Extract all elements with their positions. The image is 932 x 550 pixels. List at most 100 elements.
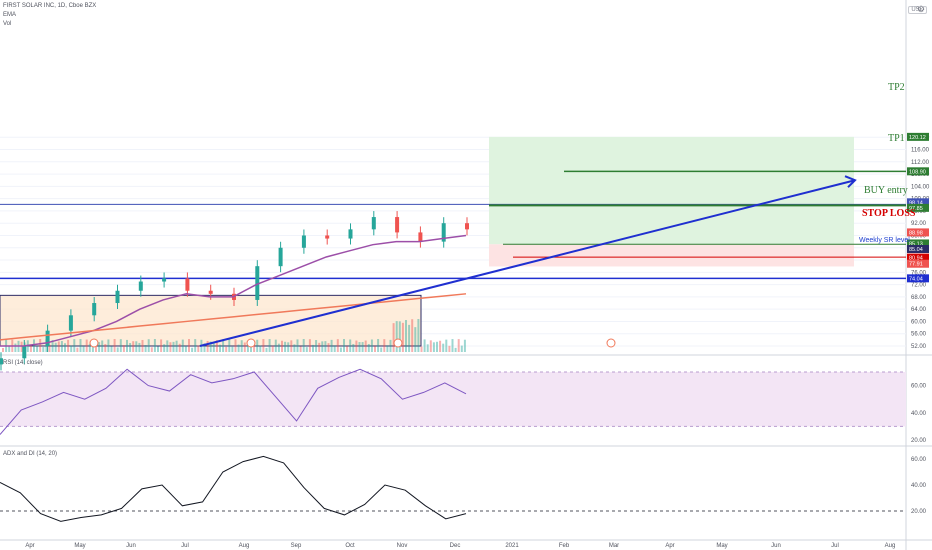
rsi-pane-title: RSI (14, close): [3, 360, 43, 366]
volume-bar: [265, 347, 268, 352]
volume-bar: [454, 347, 457, 352]
volume-bar: [206, 340, 209, 352]
price-tag-label: 120.12: [909, 135, 926, 141]
price-tag-label: 88.98: [909, 230, 923, 236]
volume-bar: [150, 347, 153, 352]
volume-bar: [284, 341, 287, 352]
candle-body: [441, 223, 446, 242]
candle-body: [395, 217, 400, 233]
volume-bar: [457, 339, 460, 352]
volume-bar: [228, 339, 231, 352]
candle-body: [68, 315, 73, 331]
adx-pane-title: ADX and DI (14, 20): [3, 451, 58, 457]
volume-bar: [219, 344, 221, 352]
volume-bar: [383, 339, 386, 352]
volume-bar: [39, 339, 42, 352]
volume-bar: [436, 341, 438, 352]
time-axis-label: Dec: [450, 543, 461, 549]
volume-bar: [231, 346, 234, 352]
volume-bar: [188, 339, 190, 352]
volume-bar: [135, 341, 138, 352]
stop-loss-label: STOP LOSS: [862, 208, 916, 219]
volume-bar: [169, 342, 172, 352]
price-tag-label: 97.85: [909, 206, 923, 212]
volume-indicator-label[interactable]: Vol: [3, 21, 12, 27]
volume-bar: [240, 340, 243, 352]
candle-body: [0, 358, 3, 365]
price-tick-label: 116.00: [911, 148, 930, 154]
volume-bar: [429, 340, 432, 352]
volume-bar: [253, 343, 256, 352]
volume-bar: [361, 342, 364, 352]
candle-body: [185, 278, 190, 291]
volume-bar: [33, 339, 35, 352]
time-axis-label: May: [716, 543, 727, 549]
volume-bar: [339, 347, 342, 352]
rsi-line: [0, 368, 467, 435]
volume-bar: [119, 339, 122, 352]
price-tick-label: 60.00: [911, 319, 927, 325]
volume-bar: [57, 341, 60, 352]
volume-bar: [349, 339, 352, 352]
volume-bar: [157, 346, 159, 352]
price-tick-label: 76.00: [911, 270, 927, 276]
volume-bar: [445, 339, 448, 352]
volume-bar: [330, 339, 333, 352]
time-axis-label: Jul: [181, 543, 189, 549]
candle-body: [371, 217, 376, 230]
price-tag: [907, 259, 929, 268]
volume-bar: [225, 346, 228, 352]
gear-icon: ⚙: [917, 4, 925, 14]
earnings-icon: [246, 338, 256, 348]
target-zone: [489, 136, 854, 245]
volume-bar: [262, 339, 265, 352]
candle-body: [278, 247, 283, 267]
volume-bar: [312, 344, 314, 352]
volume-bar: [132, 341, 135, 352]
price-tick-label: 96.00: [911, 209, 927, 215]
candle-body: [255, 266, 260, 300]
time-axis-label: Apr: [665, 543, 674, 549]
time-axis-label: Sep: [291, 543, 302, 549]
price-tag-label: 74.04: [909, 276, 923, 282]
tp1-label: TP1: [888, 133, 905, 144]
volume-bar: [355, 340, 358, 352]
volume-bar: [203, 343, 206, 352]
tp2-label: TP2: [888, 82, 905, 93]
price-tick-label: 88.00: [911, 233, 927, 239]
candle-body: [138, 281, 143, 291]
price-tag: [907, 228, 929, 237]
volume-bar: [377, 339, 380, 352]
volume-bar: [460, 345, 463, 352]
volume-bar: [212, 342, 215, 352]
buy-entry-label: BUY entry: [864, 185, 908, 196]
currency-badge[interactable]: USD: [908, 6, 927, 14]
volume-bar: [423, 339, 426, 352]
volume-bar: [277, 343, 280, 352]
candle-body: [162, 278, 167, 282]
time-axis-label: Mar: [609, 543, 619, 549]
volume-bar: [194, 339, 197, 352]
volume-bar: [308, 339, 311, 352]
price-tag-label: 85.13: [909, 241, 923, 247]
volume-bar: [439, 340, 442, 352]
volume-bar: [271, 345, 274, 352]
rsi-tick-label: 60.00: [911, 384, 927, 390]
volume-bar: [14, 343, 17, 352]
time-axis-label: Jun: [126, 543, 136, 549]
volume-bar: [191, 347, 194, 352]
volume-bar: [302, 339, 305, 352]
volume-bar: [432, 342, 435, 352]
volume-bar: [144, 345, 147, 352]
volume-bar: [122, 345, 125, 352]
ema-line: [0, 234, 467, 347]
volume-bar: [389, 339, 392, 352]
volume-bar: [333, 345, 336, 352]
volume-bar: [395, 321, 398, 352]
ema-indicator-label[interactable]: EMA: [3, 12, 17, 18]
volume-bar: [296, 339, 299, 352]
trendline-arrow: [199, 179, 856, 347]
volume-bar: [318, 342, 321, 352]
volume-bar: [20, 341, 23, 352]
